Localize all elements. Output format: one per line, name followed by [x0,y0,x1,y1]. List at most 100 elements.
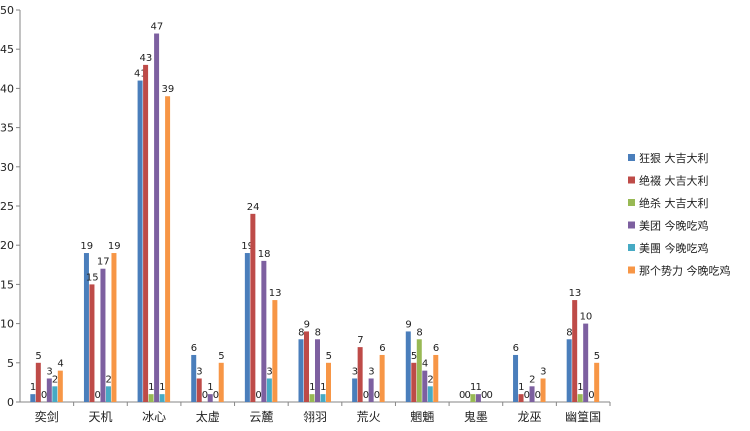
data-label: 3 [368,366,374,377]
bar [30,394,36,402]
data-label: 3 [352,366,358,377]
category-label: 幽篁国 [565,409,601,424]
y-tick-label: 20 [0,239,14,252]
legend-entry: 美团 今晚吃鸡 [639,219,709,233]
bar [89,284,95,402]
data-label: 2 [106,374,112,385]
bar [298,339,304,402]
bar [46,378,52,402]
bar [261,260,267,402]
data-label: 18 [258,249,271,260]
data-label: 6 [513,343,519,354]
data-label: 19 [80,241,93,252]
data-label: 5 [326,351,332,362]
data-label: 1 [475,382,481,393]
bar [137,80,143,402]
bar [148,394,154,402]
bar [218,362,224,402]
legend-swatch [628,244,635,251]
data-label: 0 [524,390,530,401]
data-label: 15 [86,272,99,283]
category-label: 龙巫 [518,410,542,424]
data-label: 0 [202,390,208,401]
bar [304,331,309,402]
bar [143,64,149,402]
bar [513,354,519,402]
category-label: 天机 [88,410,112,424]
data-label: 3 [266,366,272,377]
data-label: 17 [97,257,110,268]
data-label: 8 [315,327,321,338]
bar [427,386,433,402]
data-label: 10 [580,312,593,323]
data-label: 9 [405,319,411,330]
data-label: 1 [577,382,583,393]
category-label: 鬼墨 [464,409,488,424]
bar [352,378,358,402]
legend-entry: 狂狠 大吉大利 [639,151,709,165]
data-label: 2 [427,374,433,385]
y-tick-label: 10 [0,318,14,331]
bar [583,323,589,402]
data-label: 0 [213,390,219,401]
data-label: 6 [433,343,439,354]
legend-entry: 那个势力 今晚吃鸡 [639,264,731,278]
bar [35,362,41,402]
data-label: 1 [148,382,154,393]
y-tick-label: 5 [7,357,14,370]
data-label: 39 [161,84,174,95]
bar [422,370,428,402]
legend-swatch [628,266,635,274]
data-label: 8 [566,327,572,338]
legend-swatch [628,199,635,206]
data-label: 1 [30,382,36,393]
y-tick-label: 40 [0,82,14,95]
data-label: 0 [255,390,261,401]
data-label: 9 [304,319,310,330]
bar [57,370,63,402]
bar [250,213,256,402]
category-label: 太虚 [196,409,220,424]
bar [529,386,535,402]
data-label: 3 [46,366,52,377]
data-label: 0 [95,390,101,401]
bar [368,378,374,402]
legend-swatch [628,154,635,161]
legend-swatch [628,176,635,184]
bar [105,386,111,402]
bar [405,331,411,402]
data-label: 8 [416,327,422,338]
bar [154,33,160,403]
bar [411,362,417,402]
category-label: 云麓 [249,410,273,424]
bar [52,386,58,402]
data-label: 1 [309,382,315,393]
bar [315,339,320,402]
bar [100,268,106,402]
y-tick-label: 35 [0,122,14,135]
bar [111,253,117,402]
data-label: 47 [150,22,163,33]
bar [165,96,171,403]
data-label: 6 [191,343,197,354]
bar [357,347,363,402]
bar [540,378,546,402]
y-tick-label: 45 [0,43,14,56]
bar [207,394,213,402]
data-label: 1 [470,382,476,393]
data-label: 4 [422,359,428,370]
data-label: 1 [320,382,326,393]
bar [272,300,278,402]
bar [191,354,197,402]
data-label: 5 [411,351,417,362]
data-label: 0 [459,390,465,401]
legend-entry: 绝裰 大吉大利 [639,174,709,188]
data-label: 1 [159,382,165,393]
bar [475,394,481,402]
data-label: 24 [247,202,260,213]
data-label: 2 [529,374,535,385]
bar [266,378,272,402]
data-label: 5 [35,351,41,362]
category-label: 翎羽 [303,410,327,424]
